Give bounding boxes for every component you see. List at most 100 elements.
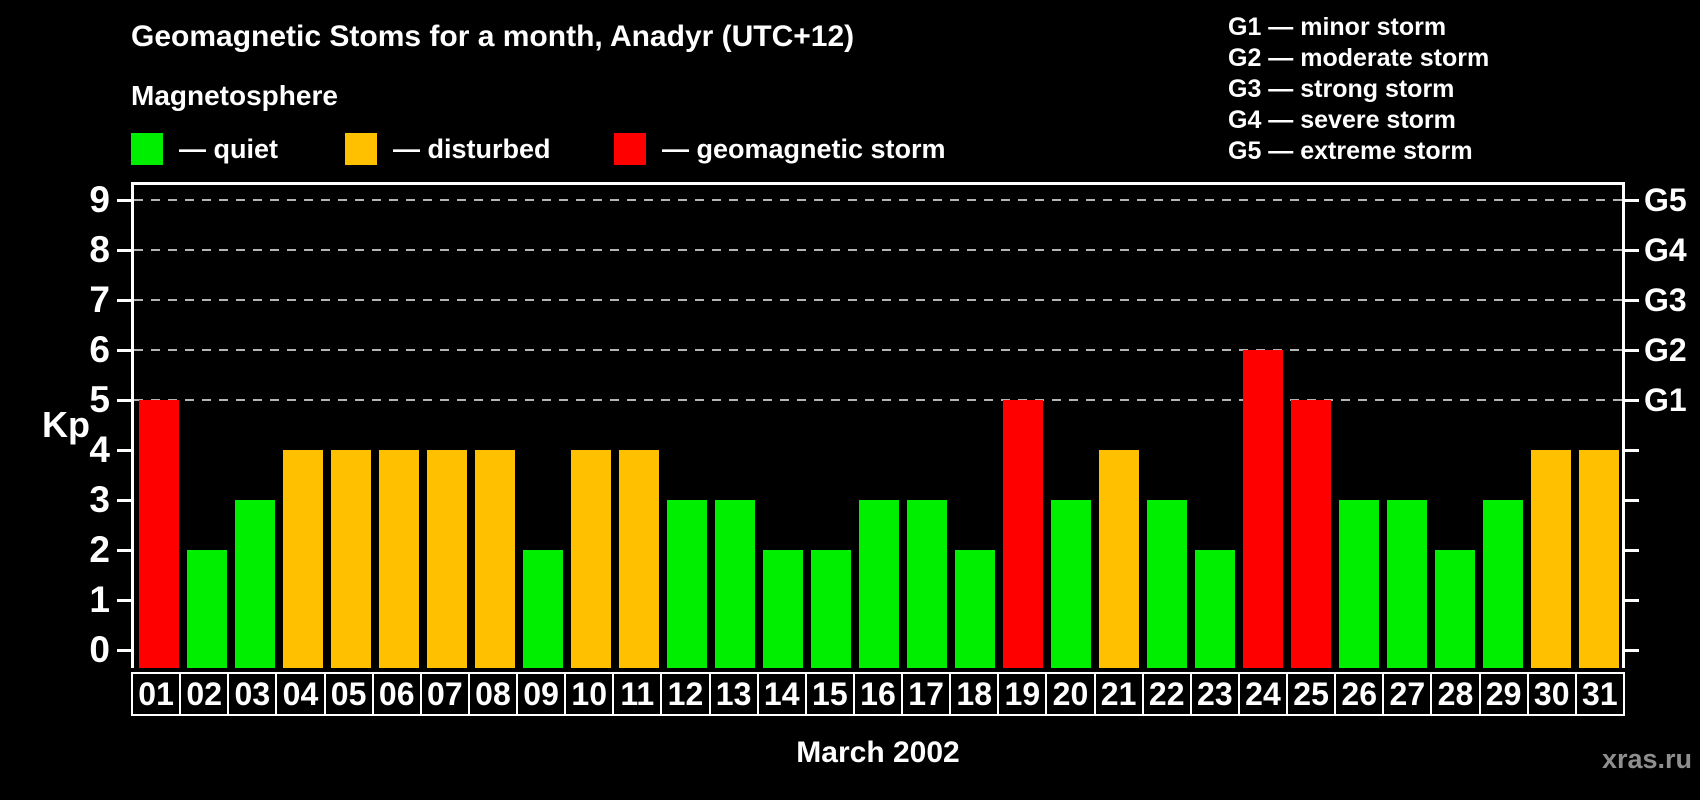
x-axis-day-09: 09 xyxy=(516,672,567,716)
plot-area: 0 1 2 3 4 5 6 7 8 9 G1 G2 G3 G4 G5 xyxy=(89,179,1686,670)
x-axis-day-23: 23 xyxy=(1189,672,1240,716)
bar-day-06 xyxy=(378,450,419,668)
x-axis-day-06: 06 xyxy=(371,672,422,716)
bar-day-26 xyxy=(1338,500,1379,668)
bar-day-21 xyxy=(1098,450,1139,668)
x-axis-day-22: 22 xyxy=(1141,672,1192,716)
bar-day-03 xyxy=(234,500,275,668)
x-axis-day-11: 11 xyxy=(612,672,663,716)
x-axis-caption: March 2002 xyxy=(796,736,960,769)
y-axis-title: Kp xyxy=(42,404,90,445)
y-axis-tick-right-2 xyxy=(1625,549,1639,552)
bar-day-29 xyxy=(1482,500,1523,668)
y-axis-label-8: 8 xyxy=(89,229,110,270)
right-axis-label-g1: G1 xyxy=(1644,382,1687,418)
bar-day-10 xyxy=(570,450,611,668)
storm-scale-line-g2: G2 — moderate storm xyxy=(1228,44,1490,72)
bar-day-31 xyxy=(1578,450,1619,668)
x-axis-day-10: 10 xyxy=(564,672,615,716)
y-axis-tick-right-1 xyxy=(1625,599,1639,602)
x-axis-day-01: 01 xyxy=(131,672,182,716)
y-axis-label-4: 4 xyxy=(89,429,110,470)
legend-item-quiet: — quiet xyxy=(131,132,278,166)
x-axis-day-05: 05 xyxy=(323,672,374,716)
y-axis-label-0: 0 xyxy=(89,629,110,670)
x-axis-day-28: 28 xyxy=(1430,672,1481,716)
bar-day-24 xyxy=(1242,350,1283,668)
bar-day-11 xyxy=(618,450,659,668)
y-axis-tick-right-0 xyxy=(1625,649,1639,652)
bar-day-04 xyxy=(282,450,323,668)
legend-item-storm: — geomagnetic storm xyxy=(614,132,946,166)
bar-day-14 xyxy=(762,550,803,668)
bar-day-12 xyxy=(666,500,707,668)
bar-day-27 xyxy=(1386,500,1427,668)
x-axis-day-17: 17 xyxy=(901,672,952,716)
y-axis-label-9: 9 xyxy=(89,179,110,220)
right-axis-label-g3: G3 xyxy=(1644,282,1687,318)
x-axis-day-16: 16 xyxy=(852,672,903,716)
legend-label-storm: — geomagnetic storm xyxy=(662,133,946,164)
gridline-kp-8 xyxy=(134,249,1622,251)
storm-scale-legend: G1 — minor storm G2 — moderate storm G3 — … xyxy=(1228,12,1489,167)
storm-scale-line-g1: G1 — minor storm xyxy=(1228,13,1447,41)
watermark: xras.ru xyxy=(1601,744,1692,774)
y-axis-tick-left-8 xyxy=(117,249,131,252)
right-axis-label-g5: G5 xyxy=(1644,182,1687,218)
magnetosphere-label: Magnetosphere xyxy=(131,80,338,111)
y-axis-tick-right-3 xyxy=(1625,499,1639,502)
bar-day-08 xyxy=(474,450,515,668)
bar-day-15 xyxy=(810,550,851,668)
y-axis-label-1: 1 xyxy=(89,579,110,620)
gridline-kp-7 xyxy=(134,299,1622,301)
y-axis-tick-right-5 xyxy=(1625,399,1639,402)
x-axis-day-04: 04 xyxy=(275,672,326,716)
bar-day-16 xyxy=(858,500,899,668)
bar-day-09 xyxy=(522,550,563,668)
x-axis-day-07: 07 xyxy=(419,672,470,716)
x-axis-day-15: 15 xyxy=(804,672,855,716)
legend-label-disturbed: — disturbed xyxy=(393,133,551,164)
bar-day-13 xyxy=(714,500,755,668)
bar-day-23 xyxy=(1194,550,1235,668)
bar-day-07 xyxy=(426,450,467,668)
bar-day-20 xyxy=(1050,500,1091,668)
bar-day-30 xyxy=(1530,450,1571,668)
y-axis-tick-left-1 xyxy=(117,599,131,602)
y-axis-label-3: 3 xyxy=(89,479,110,520)
x-axis-day-21: 21 xyxy=(1093,672,1144,716)
x-axis-day-29: 29 xyxy=(1478,672,1529,716)
y-axis-tick-left-9 xyxy=(117,199,131,202)
y-axis-label-2: 2 xyxy=(89,529,110,570)
x-axis-day-25: 25 xyxy=(1286,672,1337,716)
y-axis-tick-left-6 xyxy=(117,349,131,352)
y-axis-tick-left-5 xyxy=(117,399,131,402)
x-axis-day-03: 03 xyxy=(227,672,278,716)
y-axis-tick-left-3 xyxy=(117,499,131,502)
x-axis-day-14: 14 xyxy=(756,672,807,716)
bar-day-28 xyxy=(1434,550,1475,668)
y-axis-tick-right-4 xyxy=(1625,449,1639,452)
y-axis-tick-left-7 xyxy=(117,299,131,302)
x-axis-day-row: 01 02 03 04 05 06 07 08 09 10 11 12 13 14 15 16 17 18 19 20… xyxy=(131,672,1625,716)
x-axis-day-20: 20 xyxy=(1045,672,1096,716)
y-axis-tick-right-9 xyxy=(1625,199,1639,202)
y-axis-label-6: 6 xyxy=(89,329,110,370)
bar-day-19 xyxy=(1002,400,1043,668)
y-axis-tick-left-4 xyxy=(117,449,131,452)
y-axis-tick-right-7 xyxy=(1625,299,1639,302)
bar-day-01 xyxy=(138,400,179,668)
disturbed-swatch xyxy=(345,133,377,165)
x-axis-day-12: 12 xyxy=(660,672,711,716)
x-axis-day-19: 19 xyxy=(997,672,1048,716)
y-axis-label-7: 7 xyxy=(89,279,110,320)
x-axis-day-26: 26 xyxy=(1334,672,1385,716)
y-axis-tick-left-0 xyxy=(117,649,131,652)
x-axis-day-30: 30 xyxy=(1526,672,1577,716)
storm-scale-line-g3: G3 — strong storm xyxy=(1228,75,1455,103)
bar-day-25 xyxy=(1290,400,1331,668)
gridline-kp-9 xyxy=(134,199,1622,201)
x-axis-day-18: 18 xyxy=(949,672,1000,716)
legend-item-disturbed: — disturbed xyxy=(345,132,551,166)
